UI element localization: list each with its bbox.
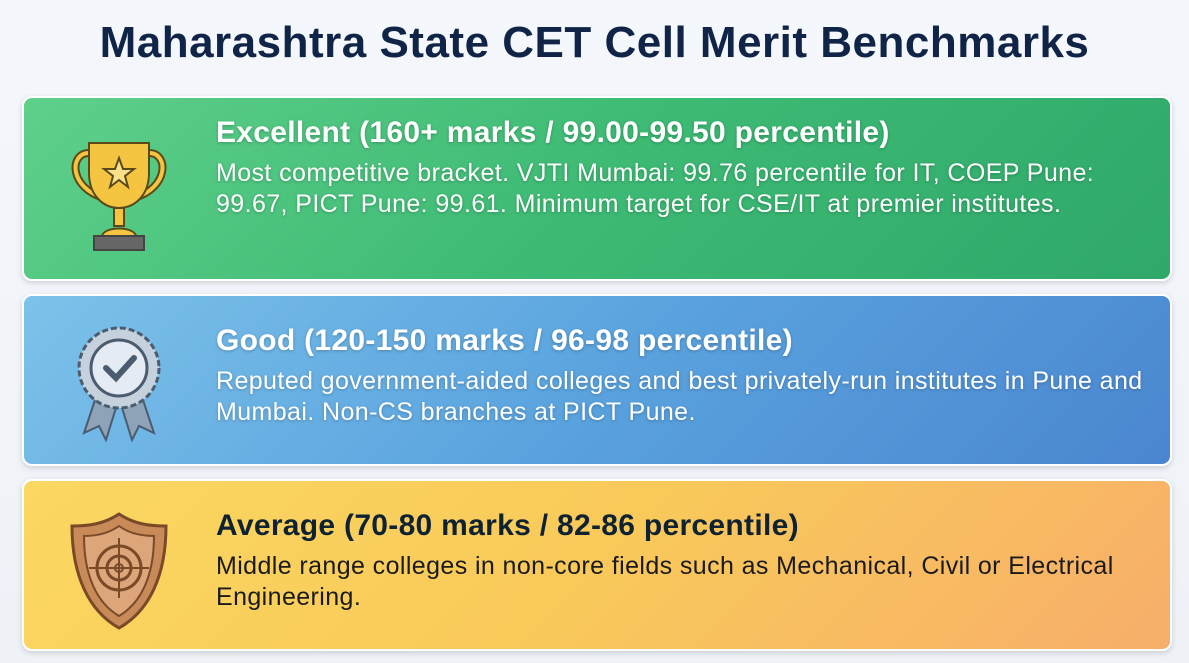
card-heading: Excellent (160+ marks / 99.00-99.50 perc… [216, 116, 890, 149]
page-title: Maharashtra State CET Cell Merit Benchma… [99, 18, 1090, 67]
shield-target-icon [70, 512, 168, 630]
badge-check-icon [77, 326, 161, 443]
card-heading: Good (120-150 marks / 96-98 percentile) [216, 324, 793, 357]
card-average: Average (70-80 marks / 82-86 percentile)… [22, 479, 1172, 651]
card-good: Good (120-150 marks / 96-98 percentile) … [22, 294, 1172, 466]
card-heading: Average (70-80 marks / 82-86 percentile) [216, 509, 799, 542]
card-description: Most competitive bracket. VJTI Mumbai: 9… [216, 159, 1095, 218]
card-excellent: Excellent (160+ marks / 99.00-99.50 perc… [22, 96, 1172, 281]
card-description: Middle range colleges in non-core fields… [216, 552, 1114, 611]
card-description: Reputed government-aided colleges and be… [216, 367, 1143, 426]
trophy-icon [71, 142, 167, 251]
